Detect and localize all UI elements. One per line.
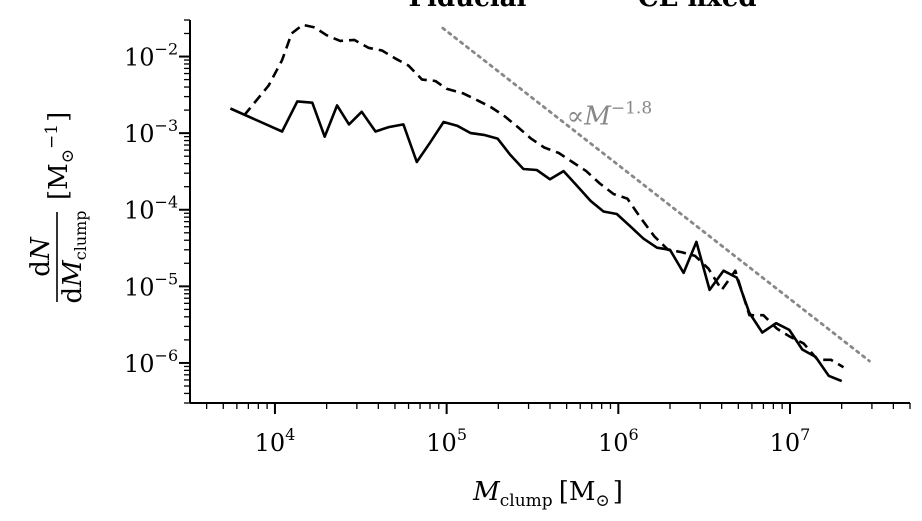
x-tick-label-3: 107 bbox=[770, 425, 811, 457]
header-fragment-1: CE fixed bbox=[638, 0, 757, 13]
series-layer bbox=[229, 23, 871, 383]
y-axis-label-den-d: d bbox=[58, 287, 88, 304]
series-dashed-line bbox=[242, 23, 845, 369]
y-axis-label-unit-sub: ⊙ bbox=[58, 149, 78, 163]
y-axis-label-den-sub: clump bbox=[71, 210, 90, 260]
y-axis-label: dN dMclump [M⊙−1] bbox=[26, 112, 90, 304]
x-axis-label-unit-sub: ⊙ bbox=[595, 491, 609, 511]
y-axis-label-unit: [M⊙−1] bbox=[42, 112, 78, 200]
power-law-annotation: ∝M−1.8 bbox=[567, 98, 653, 131]
y-axis: 10−6 10−5 10−4 10−3 10−2 bbox=[124, 19, 191, 404]
annotation-layer: ∝M−1.8 bbox=[567, 98, 653, 131]
x-axis-label-symbol: M bbox=[472, 477, 501, 507]
x-tick-label-0: 104 bbox=[255, 425, 296, 457]
y-tick-label-4: 10−2 bbox=[124, 40, 178, 72]
y-tick-label-1: 10−5 bbox=[124, 269, 178, 301]
x-axis-label-unit: [M bbox=[559, 477, 596, 507]
series-solid-line bbox=[229, 100, 843, 383]
x-tick-label-2: 106 bbox=[598, 425, 639, 457]
series-dotted-line bbox=[441, 26, 871, 363]
header-fragment-0: Fiducial bbox=[409, 0, 527, 13]
x-tick-label-1: 105 bbox=[426, 425, 467, 457]
x-axis-label-unit-close: ] bbox=[613, 477, 623, 507]
y-axis-label-unit-sup: −1 bbox=[42, 124, 62, 149]
y-axis-label-unit-open: [M bbox=[44, 163, 74, 200]
y-tick-label-3: 10−3 bbox=[124, 116, 178, 148]
x-axis: 104 105 106 107 bbox=[190, 402, 911, 457]
y-axis-label-denominator: dMclump bbox=[58, 210, 90, 303]
y-axis-label-unit-close: ] bbox=[44, 112, 74, 122]
x-axis-label-subscript: clump bbox=[500, 491, 553, 511]
y-tick-label-0: 10−6 bbox=[124, 346, 178, 378]
y-axis-label-den-m: M bbox=[58, 259, 88, 288]
header-fragments: Fiducial CE fixed bbox=[409, 0, 757, 13]
x-axis-label: Mclump [M⊙] bbox=[472, 477, 623, 511]
y-axis-label-numerator: dN bbox=[26, 236, 56, 277]
y-tick-label-2: 10−4 bbox=[124, 193, 178, 225]
